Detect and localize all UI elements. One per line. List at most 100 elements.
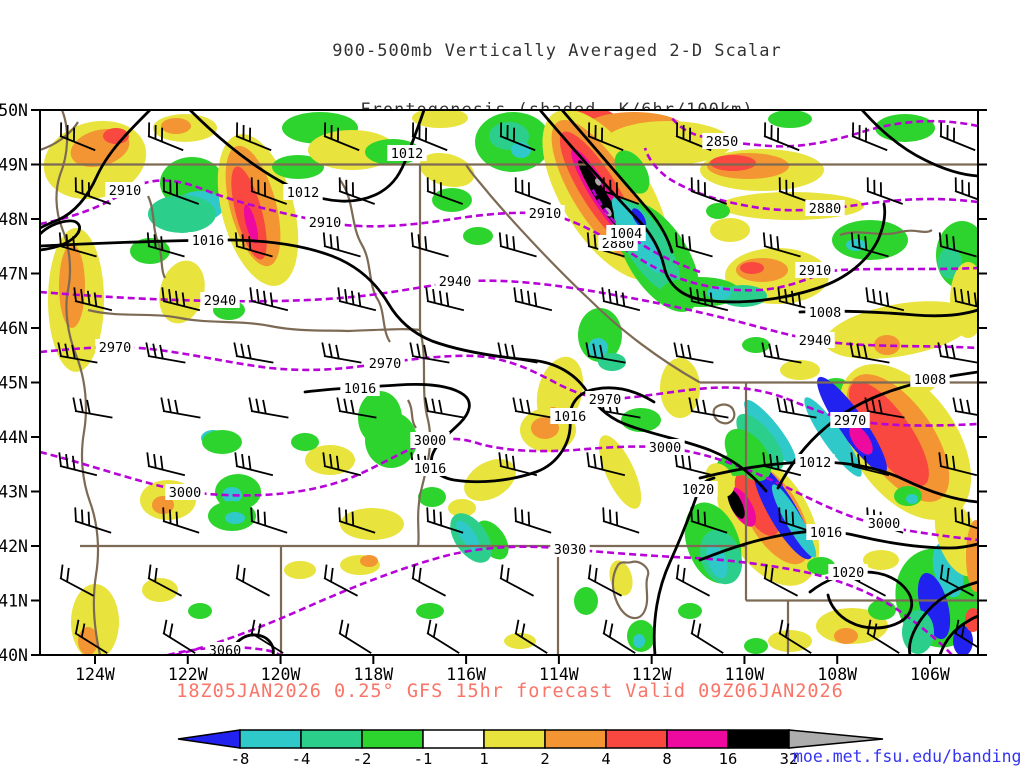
colorbar-segment-green — [361, 729, 424, 749]
wind-barb — [74, 619, 108, 654]
height-contour-label-box — [795, 332, 835, 348]
colorbar-tick-label: 16 — [719, 750, 738, 768]
shaded-region-green — [416, 603, 444, 619]
wind-barb — [249, 287, 289, 312]
height-contour-label: 2910 — [109, 183, 142, 199]
mslp-contour — [938, 614, 978, 655]
mslp-contour-label: 1012 — [391, 146, 424, 162]
lon-label: 124W — [75, 665, 115, 684]
shaded-region-yellow — [284, 561, 316, 579]
height-contour-label: 2880 — [809, 201, 842, 217]
mslp-contour-label: 1016 — [414, 461, 447, 477]
shaded-region-red — [849, 381, 929, 487]
height-contour-label-box — [864, 515, 904, 531]
shaded-region-green — [365, 412, 417, 468]
wind-barb — [690, 507, 728, 534]
wind-barb — [321, 342, 362, 364]
shaded-region-cyan — [222, 487, 242, 503]
height-contour-label-box — [95, 339, 135, 355]
mslp-contour — [560, 110, 674, 254]
height-contour-label: 3030 — [554, 542, 587, 558]
lat-label: 40N — [0, 646, 28, 665]
map-frame-and-axes: 50N 49N 48N 47N 46N 45N 44N 43N 42N 41N 40N 124W 122… — [0, 101, 987, 684]
colorbar-scale: -8 -4 -2 -1 1 2 4 8 16 32 — [177, 729, 884, 768]
wind-barb — [498, 232, 537, 258]
mslp-contour-label: 1020 — [832, 565, 865, 581]
colorbar-tick-label: 8 — [662, 750, 671, 768]
wind-barb — [850, 232, 889, 258]
height-contour-label-box — [105, 182, 145, 198]
wind-barb — [497, 342, 538, 364]
wind-barb — [410, 232, 449, 258]
mslp-contour-label: 1016 — [192, 233, 225, 249]
wind-barb — [763, 122, 800, 152]
mslp-contour-label: 1012 — [287, 185, 320, 201]
wind-barb — [864, 397, 905, 419]
height-contour-label: 2940 — [204, 293, 237, 309]
colorbar-segment-white — [422, 729, 485, 749]
colorbar-tick-label: 32 — [780, 750, 799, 768]
shaded-region-orange — [161, 118, 191, 134]
mslp-contour — [538, 110, 887, 304]
state-border — [339, 179, 391, 343]
wind-barb — [233, 342, 274, 364]
lat-label: 50N — [0, 101, 28, 120]
colorbar-tick-label: 2 — [540, 750, 549, 768]
title-line-1: 900-500mb Vertically Averaged 2-D Scalar — [332, 41, 782, 61]
wind-barb — [865, 287, 905, 312]
height-contour — [670, 117, 978, 148]
wind-barb — [513, 287, 553, 312]
height-contour-label-box — [435, 273, 475, 289]
mslp-contour-label-box — [410, 460, 450, 476]
wind-barb — [954, 177, 978, 205]
wind-barb — [587, 564, 622, 597]
height-contour-label: 3000 — [169, 485, 202, 501]
state-border — [87, 308, 421, 333]
shaded-region-green — [768, 110, 812, 128]
wind-barb — [688, 397, 729, 419]
height-contour-label-box — [795, 262, 835, 278]
colorbar-left-arrow — [177, 729, 241, 749]
mslp-contour-label: 1016 — [810, 525, 843, 541]
wind-barb — [147, 122, 184, 152]
height-contour-label: 2970 — [589, 392, 622, 408]
shaded-region-yellow — [504, 633, 536, 649]
shaded-region-green — [202, 430, 242, 454]
lon-label: 112W — [632, 665, 672, 684]
colorbar-right-arrow — [788, 729, 884, 749]
source-url[interactable]: moe.met.fsu.edu/banding — [793, 747, 1021, 766]
wind-barb — [938, 452, 978, 477]
wind-barb — [250, 619, 284, 654]
wind-barb — [602, 177, 640, 205]
shaded-region-green — [272, 155, 324, 179]
wind-barb — [778, 619, 812, 654]
height-contour-label-box — [200, 292, 240, 308]
shaded-region-green — [807, 557, 835, 575]
wind-barb — [73, 287, 113, 312]
wind-barb — [59, 122, 96, 152]
height-contour-label-box — [702, 133, 742, 149]
height-contour-label-box — [165, 484, 205, 500]
mslp-contour — [40, 110, 152, 230]
shaded-region-cyan — [633, 634, 645, 648]
wind-barb — [338, 177, 376, 205]
shaded-region-green — [188, 603, 212, 619]
contour-labels-layer: 2910291029102880285028802910294029402940… — [95, 133, 950, 659]
wind-barb — [59, 564, 94, 597]
shaded-region-yellow — [780, 360, 820, 380]
source-url-link[interactable]: moe.met.fsu.edu/banding — [793, 747, 1022, 766]
lat-label: 49N — [0, 156, 28, 175]
shaded-region-red — [740, 262, 764, 274]
wind-barb — [602, 619, 636, 654]
wind-barb — [234, 232, 273, 258]
wind-barb — [498, 452, 538, 477]
colorbar-segment-red — [605, 729, 668, 749]
wind-barb — [160, 397, 201, 419]
shaded-region-black — [727, 489, 745, 519]
height-contour-label: 3000 — [414, 433, 447, 449]
shaded-region-green — [291, 433, 319, 451]
mslp-contour-label: 1016 — [344, 381, 377, 397]
wind-barb — [514, 619, 548, 654]
shaded-region-green — [744, 638, 768, 654]
